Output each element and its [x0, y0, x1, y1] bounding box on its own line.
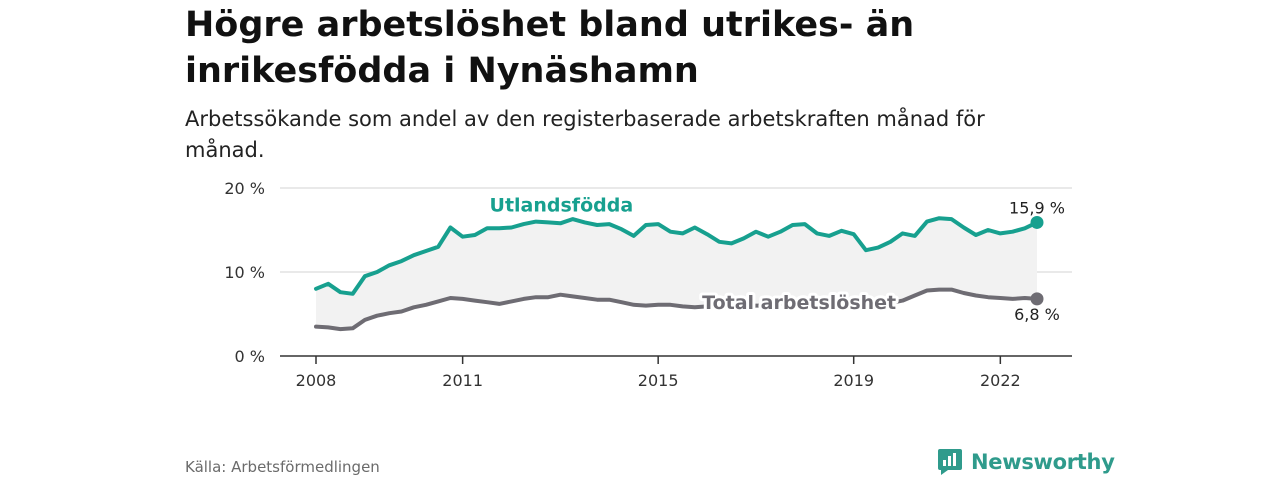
end-value-label: 15,9 %	[1009, 198, 1065, 217]
series-labels: 15,9 % 6,8 % Utlandsfödda Total arbetslöshe…	[487, 192, 1065, 324]
end-point	[1030, 215, 1044, 229]
x-tick-label: 2008	[296, 371, 337, 390]
series-name-label: Utlandsfödda	[490, 195, 634, 217]
newsworthy-icon	[938, 449, 962, 475]
series-line-total	[314, 287, 1039, 332]
y-tick-label: 0 %	[235, 347, 265, 366]
series-name-label: Total arbetslöshet	[702, 292, 896, 314]
source-note: Källa: Arbetsförmedlingen	[185, 458, 380, 476]
x-tick-label: 2019	[833, 371, 874, 390]
x-tick-label: 2011	[442, 371, 483, 390]
brand-name: Newsworthy	[971, 450, 1115, 474]
chart-title: Högre arbetslöshet bland utrikes- än inr…	[185, 5, 915, 91]
x-tick-label: 2015	[638, 371, 679, 390]
series-lines	[314, 215, 1044, 332]
x-axis: 2008 2011 2015 2019 2022	[280, 355, 1072, 390]
newsworthy-logo[interactable]: Newsworthy	[937, 448, 1115, 476]
series-line-utlandsfodda	[314, 216, 1039, 296]
chart-subtitle: Arbetssökande som andel av den registerb…	[185, 107, 985, 162]
end-value-label: 6,8 %	[1014, 305, 1060, 324]
gap-band	[316, 218, 1037, 330]
y-tick-label: 20 %	[224, 179, 265, 198]
y-tick-label: 10 %	[224, 263, 265, 282]
x-tick-label: 2022	[980, 371, 1021, 390]
end-point	[1030, 292, 1044, 306]
